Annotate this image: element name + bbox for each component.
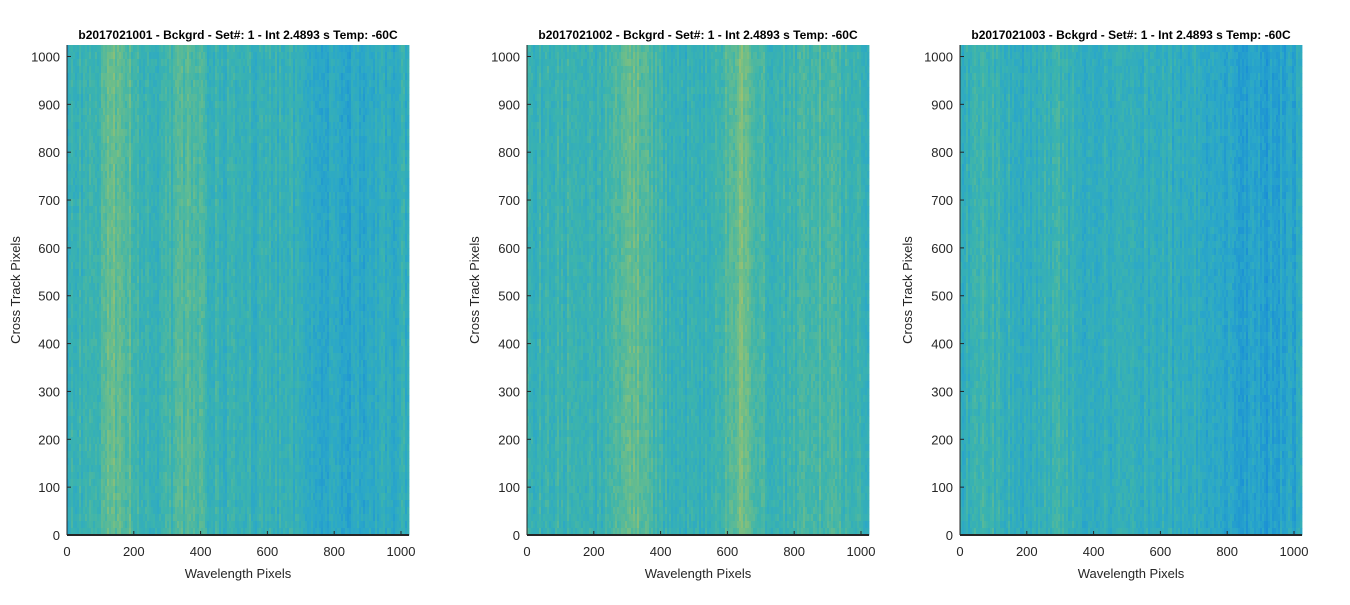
heatmap-image [67, 45, 409, 535]
chart-panel-1: 0 200 400 600 800 100001002003004005006007008… [8, 28, 415, 581]
